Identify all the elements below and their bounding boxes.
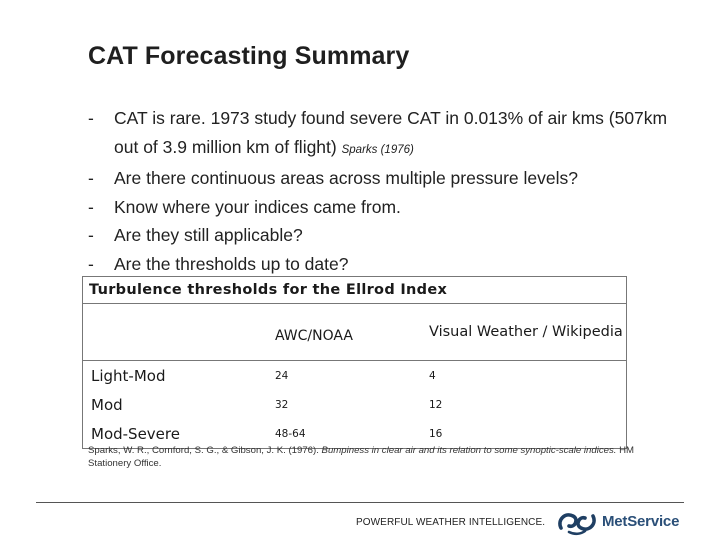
bullet-item: - Are they still applicable? — [88, 221, 688, 250]
header-visual-weather: Visual Weather / Wikipedia — [423, 303, 627, 361]
cell-awc-value: 24 — [275, 369, 289, 382]
bullet-text: Are the thresholds up to date? — [114, 253, 349, 274]
table-row: Mod 32 12 — [82, 390, 627, 419]
bullet-citation: Sparks (1976) — [341, 143, 414, 156]
bullet-dash: - — [88, 196, 94, 217]
row-label: Light-Mod — [82, 360, 269, 390]
cell-awc-value: 48-64 — [269, 419, 423, 449]
cell-vw-value: 4 — [423, 360, 627, 390]
bullet-dash: - — [88, 225, 94, 245]
table-row: Light-Mod 24 4 — [82, 360, 627, 390]
bullet-text: Know where your indices came from. — [114, 196, 401, 217]
reference-authors: Sparks, W. R., Cornford, S. G., & Gibson… — [88, 445, 319, 456]
bullet-item: - CAT is rare. 1973 study found severe C… — [88, 104, 688, 164]
bullet-dash: - — [88, 108, 94, 128]
bullet-item: - Know where your indices came from. — [88, 193, 688, 222]
metservice-brand: MetService — [602, 513, 680, 530]
cell-vw-value: 16 — [423, 419, 627, 449]
bullet-dash: - — [88, 168, 94, 188]
row-label: Mod-Severe — [82, 419, 269, 449]
thresholds-table: Turbulence thresholds for the Ellrod Ind… — [82, 276, 627, 449]
footer-tagline: POWERFUL WEATHER INTELLIGENCE. — [356, 517, 546, 528]
cell-vw-value: 12 — [423, 390, 627, 419]
footer-divider — [36, 502, 684, 503]
reference-publisher: HM Stationery Office. — [88, 445, 635, 469]
bullet-item: - Are the thresholds up to date? — [88, 250, 688, 279]
header-blank-cell — [82, 303, 269, 361]
table-caption: Turbulence thresholds for the Ellrod Ind… — [82, 276, 627, 304]
bullet-item: - Are there continuous areas across mult… — [88, 164, 688, 193]
bullet-text: Are there continuous areas across multip… — [114, 168, 578, 188]
reference-title: Bumpiness in clear air and its relation … — [321, 445, 617, 456]
row-label: Mod — [82, 390, 269, 419]
bullet-text: Are they still applicable? — [114, 225, 303, 245]
reference-citation: Sparks, W. R., Cornford, S. G., & Gibson… — [88, 444, 648, 470]
slide-title: CAT Forecasting Summary — [88, 42, 410, 70]
header-awc-noaa: AWC/NOAA — [269, 303, 423, 361]
bullet-dash: - — [88, 253, 94, 274]
bullet-text: CAT is rare. 1973 study found severe CAT… — [114, 108, 668, 157]
metservice-logo-icon — [558, 513, 596, 536]
bullet-list: - CAT is rare. 1973 study found severe C… — [88, 104, 688, 278]
cell-awc-value: 32 — [275, 398, 289, 411]
table-header-row: AWC/NOAA Visual Weather / Wikipedia — [82, 303, 627, 361]
table-row: Mod-Severe 48-64 16 — [82, 419, 627, 449]
